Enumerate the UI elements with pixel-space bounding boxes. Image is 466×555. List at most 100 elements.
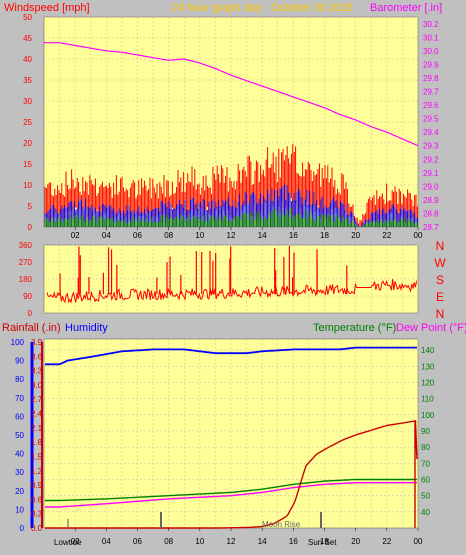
dewpoint-axis-label: Dew Point (°F)	[396, 322, 466, 334]
rainfall-tick-label: 1.2	[31, 467, 43, 476]
temperature-tick-label: 40	[421, 508, 430, 517]
barometer-tick-label: 28.7	[423, 223, 439, 232]
direction-plot-grid	[44, 244, 419, 314]
direction-tick-label: 0	[28, 309, 33, 318]
rainfall-tick-label: 0.3	[31, 510, 43, 519]
barometer-tick-label: 29.3	[423, 142, 439, 151]
x-tick-label: 14	[258, 231, 267, 240]
x-tick-label: 10	[195, 537, 204, 546]
humidity-axis-ticks: 0 10 20 30 40 50 60 70 80 90 100	[11, 338, 25, 533]
temperature-tick-label: 130	[421, 362, 435, 371]
barometer-tick-label: 29.2	[423, 155, 439, 164]
humidity-tick-label: 100	[11, 338, 25, 347]
x-tick-label: 16	[289, 537, 298, 546]
rainfall-tick-label: 0.9	[31, 481, 43, 490]
x-tick-label: 14	[258, 537, 267, 546]
humidity-tick-label: 80	[15, 375, 24, 384]
x-tick-label: 20	[351, 537, 360, 546]
humidity-tick-label: 90	[15, 357, 24, 366]
x-tick-label: 08	[164, 537, 173, 546]
barometer-tick-label: 29.4	[423, 128, 439, 137]
barometer-tick-label: 29.9	[423, 60, 439, 69]
x-tick-label: 06	[133, 231, 142, 240]
rainfall-series-line	[45, 420, 418, 529]
temperature-tick-label: 50	[421, 492, 430, 501]
wind-x-axis-ticks: 02 04 06 08 10 12 14 16 18 20 22 00	[71, 227, 423, 240]
rainfall-tick-label: 3.9	[31, 338, 43, 347]
direction-tick-label: 270	[19, 258, 33, 267]
temperature-tick-label: 70	[421, 459, 430, 468]
humidity-tick-label: 60	[15, 412, 24, 421]
x-tick-label: 22	[382, 537, 391, 546]
windspeed-tick-label: 5	[28, 202, 33, 211]
rainfall-tick-label: 2.1	[31, 424, 43, 433]
barometer-series-line	[44, 42, 419, 147]
x-tick-label: 18	[320, 537, 329, 546]
windspeed-tick-label: 25	[23, 118, 32, 127]
temperature-tick-label: 100	[421, 411, 435, 420]
barometer-tick-label: 29.1	[423, 169, 439, 178]
bottom-x-axis-ticks: 02 04 06 08 10 12 14 16 18 20 22 00	[71, 528, 423, 546]
low-tide-annotation: Lowtide	[54, 538, 82, 547]
temperature-series-line	[45, 478, 417, 502]
humidity-axis-label: Humidity	[65, 322, 108, 334]
barometer-tick-label: 30.1	[423, 33, 439, 42]
rainfall-tick-label: 1.5	[31, 452, 43, 461]
temperature-tick-label: 110	[421, 395, 434, 404]
barometer-tick-label: 29.5	[423, 115, 439, 124]
windspeed-tick-label: 50	[23, 13, 32, 22]
rainfall-tick-label: 2.7	[31, 395, 43, 404]
direction-letter-label: W	[434, 256, 446, 270]
temperature-tick-label: 90	[421, 427, 430, 436]
direction-letter-label: S	[436, 273, 444, 287]
x-tick-label: 22	[382, 231, 391, 240]
x-tick-label: 20	[351, 231, 360, 240]
direction-axis-ticks: 0 90 180 270 360	[19, 241, 33, 318]
humidity-tick-label: 40	[15, 450, 24, 459]
direction-tick-label: 90	[23, 292, 32, 301]
humidity-tick-label: 30	[15, 468, 24, 477]
windspeed-tick-label: 40	[23, 55, 32, 64]
barometer-axis-label: Barometer [.in]	[370, 2, 442, 14]
rainfall-tick-label: 3.3	[31, 367, 43, 376]
windspeed-tick-label: 0	[28, 223, 33, 232]
barometer-tick-label: 29.7	[423, 88, 439, 97]
windspeed-tick-label: 35	[23, 76, 32, 85]
moon-rise-annotation: Moon Rise	[262, 520, 301, 529]
windspeed-tick-label: 10	[23, 181, 32, 190]
wind-plot-grid	[44, 16, 419, 228]
x-tick-label: 12	[227, 537, 236, 546]
barometer-tick-label: 29.6	[423, 101, 439, 110]
humidity-series-line	[45, 346, 417, 366]
wind-direction-spikes	[59, 245, 348, 295]
rainfall-tick-label: 0.0	[31, 524, 43, 533]
x-tick-label: 02	[71, 537, 80, 546]
wind-series	[44, 144, 418, 227]
x-tick-label: 00	[414, 537, 423, 546]
windspeed-axis-label: Windspeed [mph]	[4, 2, 90, 14]
barometer-tick-label: 28.9	[423, 196, 439, 205]
humidity-tick-label: 10	[15, 505, 24, 514]
temperature-axis-ticks: 40 50 60 70 80 90 100 110 120 130 140	[421, 346, 435, 517]
x-tick-label: 02	[71, 231, 80, 240]
barometer-tick-label: 29.8	[423, 74, 439, 83]
rainfall-axis-ticks: 0.0 0.3 0.6 0.9 1.2 1.5 1.8 2.1 2.4 2.7 3.0 3.3 3.6 3…	[31, 338, 43, 533]
temperature-tick-label: 120	[421, 378, 435, 387]
temperature-axis-label: Temperature (°F)	[313, 322, 396, 334]
windspeed-tick-label: 15	[23, 160, 32, 169]
rainfall-tick-label: 3.0	[31, 381, 43, 390]
rainfall-tick-label: 3.6	[31, 352, 43, 361]
barometer-tick-label: 30.0	[423, 47, 439, 56]
direction-letter-label: N	[436, 307, 445, 321]
chart-title: 24 hour graph day - October 30 2025	[172, 2, 353, 14]
temperature-tick-label: 60	[421, 475, 430, 484]
humidity-tick-label: 0	[20, 524, 25, 533]
x-tick-label: 00	[414, 231, 423, 240]
x-tick-label: 04	[102, 231, 111, 240]
dewpoint-series-line	[45, 482, 417, 508]
temperature-tick-label: 140	[421, 346, 435, 355]
direction-letter-label: N	[436, 239, 445, 253]
windspeed-tick-label: 20	[23, 139, 32, 148]
humidity-tick-label: 20	[15, 487, 24, 496]
